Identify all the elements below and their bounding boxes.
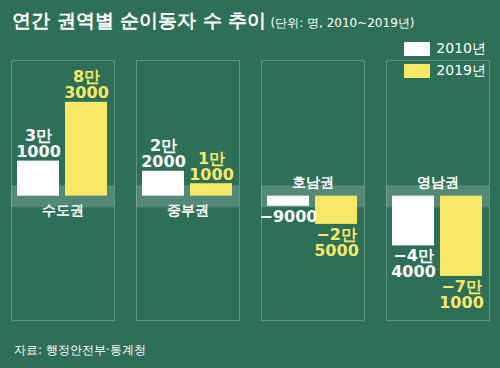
html-text:2010년: 2010년 xyxy=(436,40,486,56)
svg-text:−4만4000: −4만4000 xyxy=(391,246,436,281)
svg-text:−9000: −9000 xyxy=(260,207,318,226)
svg-text:호남권: 호남권 xyxy=(292,174,334,190)
svg-text:중부권: 중부권 xyxy=(167,202,209,218)
html-text:연간 권역별 순이동자 수 추이 (단위: 명, 2010~: 연간 권역별 순이동자 수 추이 (단위: 명, 2010~2019년) xyxy=(12,9,415,31)
html-text:2019년: 2019년 xyxy=(436,62,486,78)
svg-text:8만3000: 8만3000 xyxy=(64,67,109,102)
svg-text:3만1000: 3만1000 xyxy=(16,126,61,161)
svg-text:1만1000: 1만1000 xyxy=(189,149,234,184)
svg-text:2만2000: 2만2000 xyxy=(141,136,186,171)
svg-text:수도권: 수도권 xyxy=(42,202,84,218)
html-text:자료: 행정안전부·통계청: 자료: 행정안전부·통계청 xyxy=(14,343,146,357)
svg-text:−2만5000: −2만5000 xyxy=(314,225,359,260)
svg-text:영남권: 영남권 xyxy=(417,174,459,190)
svg-text:−7만1000: −7만1000 xyxy=(439,277,484,312)
